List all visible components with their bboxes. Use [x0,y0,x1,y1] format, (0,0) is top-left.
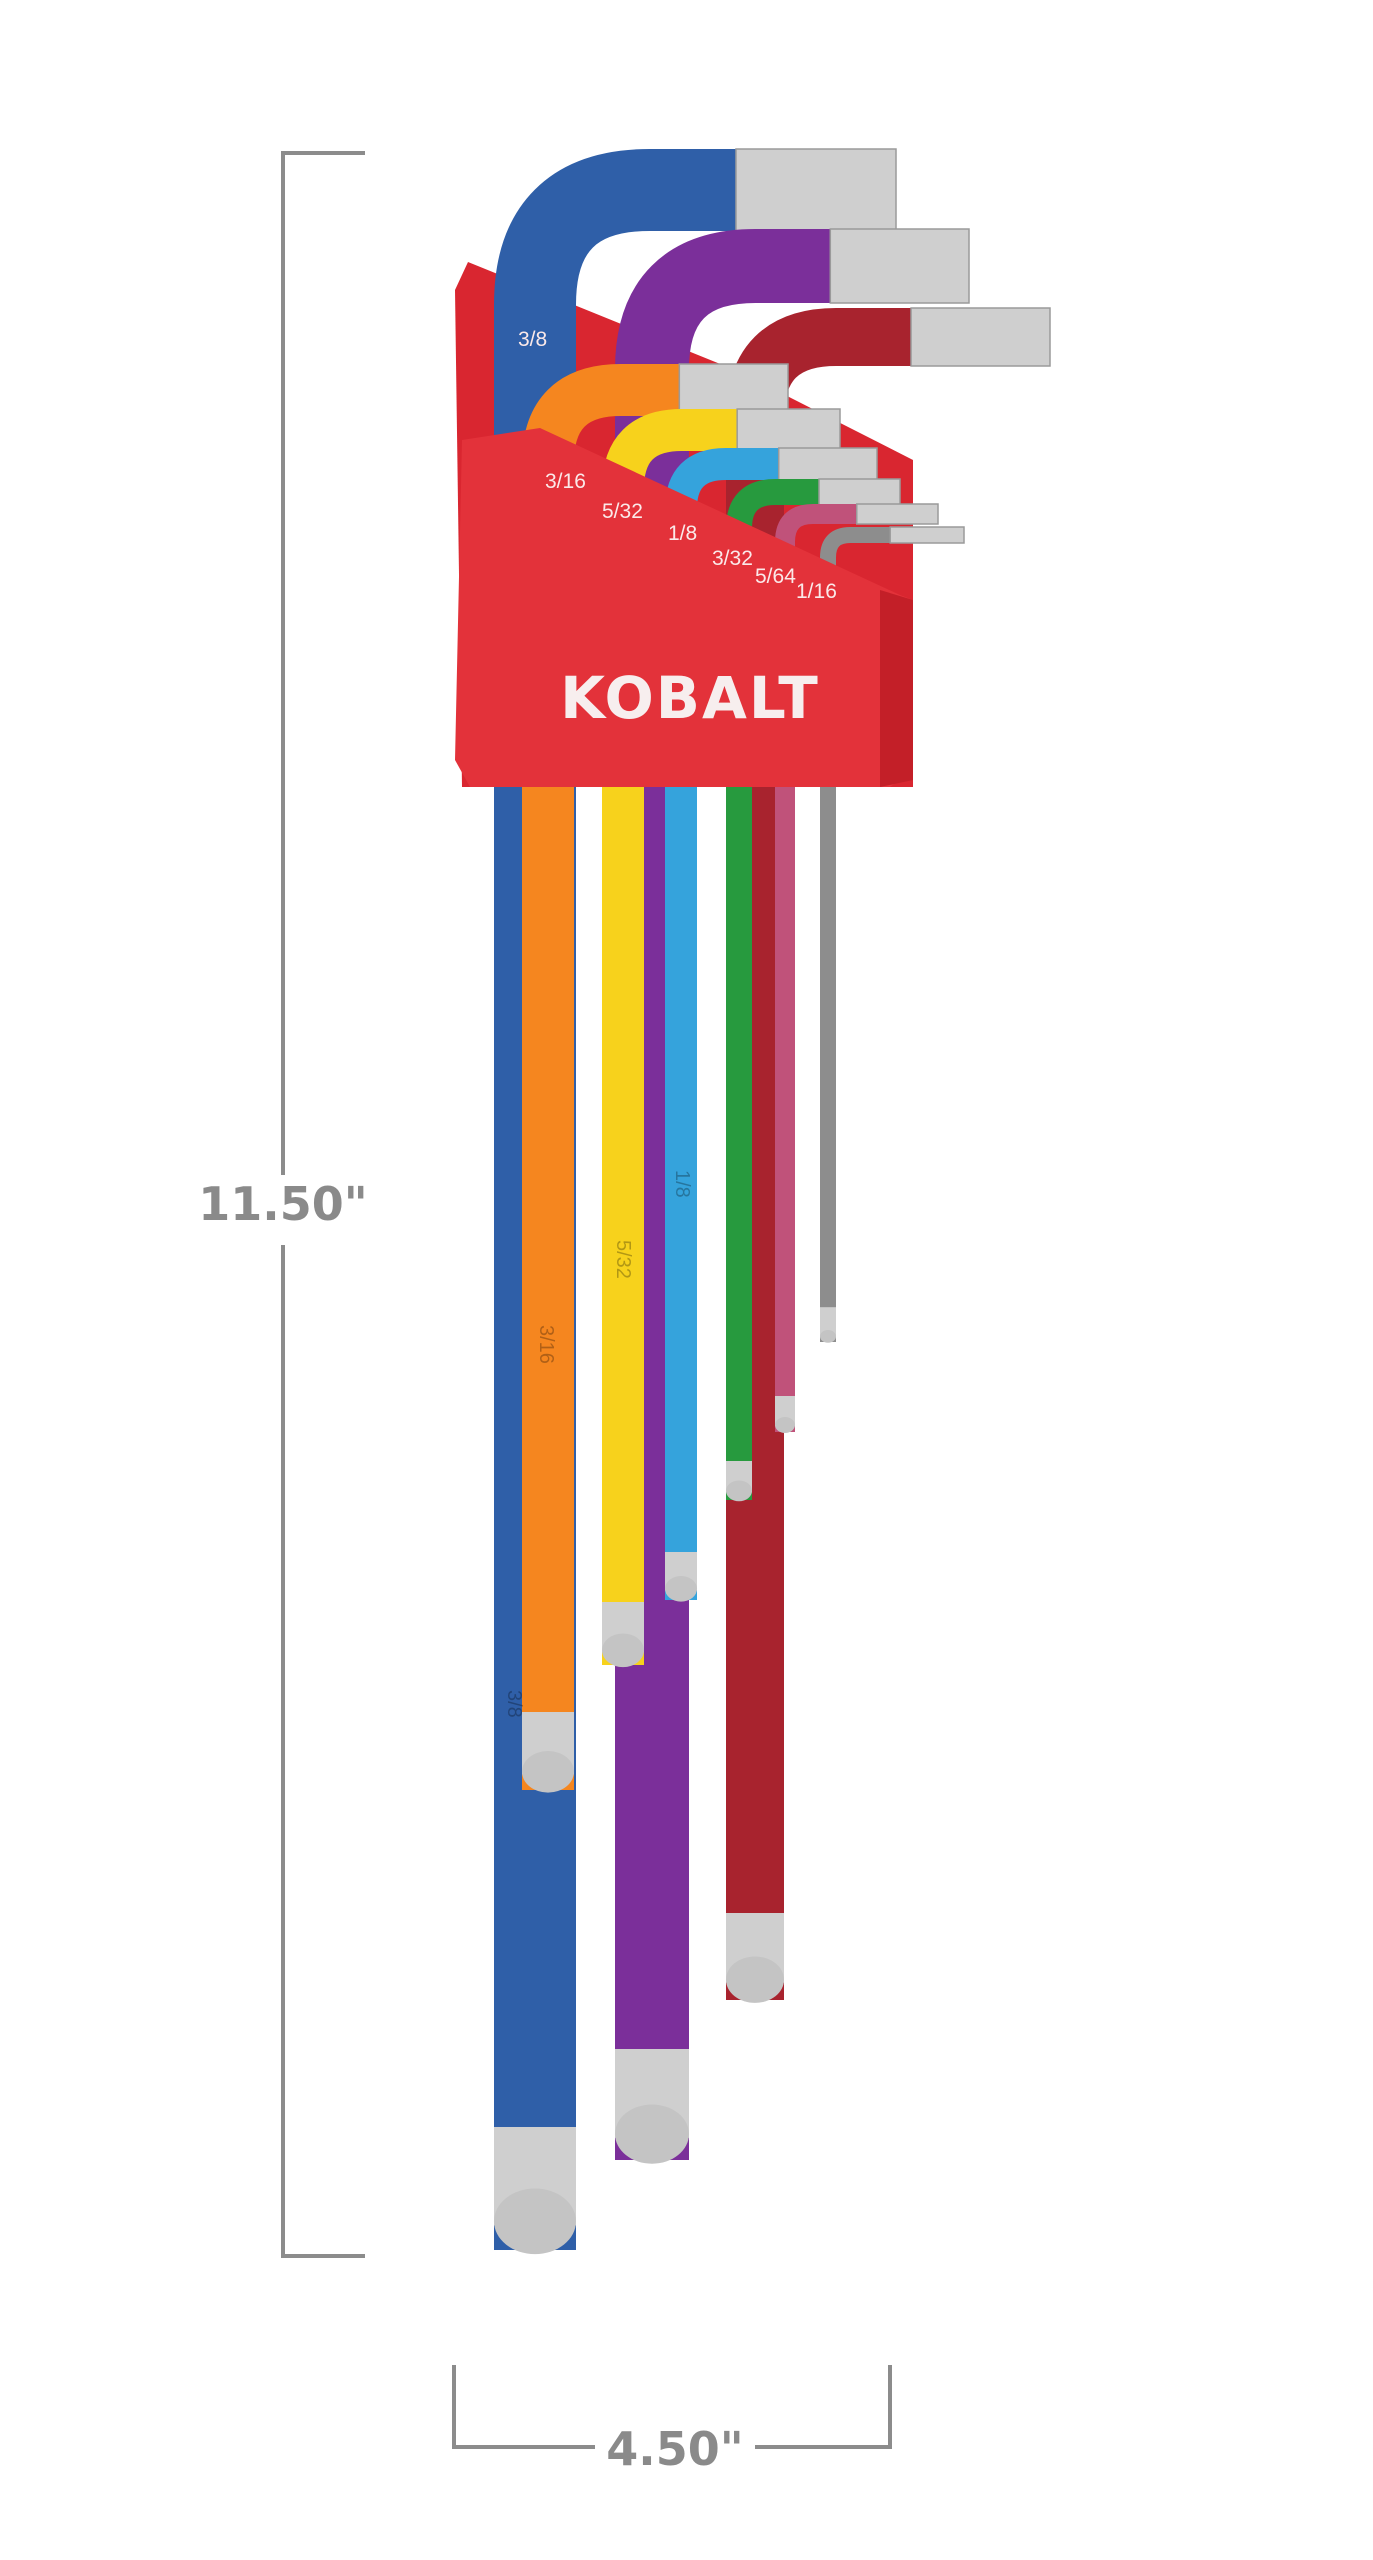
holder-label: 3/32 [712,547,753,570]
key-ball-end [726,1956,784,2003]
key-body [615,229,969,2160]
key-hex-tip [818,478,901,506]
hex-key-5-16 [615,228,970,2164]
key-body [494,149,896,2250]
height-label: 11.50" [198,1177,367,1231]
shaft-label: 5/32 [612,1240,634,1279]
width-dimension: 4.50" [452,2365,892,2476]
key-hex-tip [678,363,789,417]
shaft-label: 1/8 [671,1170,693,1198]
key-ball-end [615,2104,689,2164]
key-hex-tip [736,408,841,452]
width-label: 4.50" [606,2422,743,2476]
shaft-label: 3/8 [503,1690,525,1718]
key-hex-tip [856,503,939,525]
key-ball-end [522,1751,574,1793]
key-body [820,527,964,1342]
shaft-label: 3/16 [535,1325,557,1364]
brand-logo: KOBALT [560,664,820,732]
holder-label: 1/16 [796,580,837,603]
key-ball-end [665,1576,697,1602]
hex-keys [494,148,1051,2255]
holder-side-edge [880,590,913,787]
holder-label: 3/8 [518,328,547,351]
holder-label: 5/32 [602,500,643,523]
hex-key-3-8 [494,148,897,2255]
holder-label: 1/8 [668,522,697,545]
height-dimension-line-top [281,151,365,1175]
key-hex-tip [889,526,965,544]
key-ball-end [775,1417,795,1433]
key-hex-tip [777,447,878,481]
width-dimension-line-right [755,2365,892,2449]
holder-front-panel [455,428,913,787]
holder-label: 3/16 [545,470,586,493]
hex-key-1-16 [820,526,965,1343]
key-hex-tip [829,228,970,304]
shaft-labels: 3/8 3/16 5/32 1/8 [503,1170,693,1718]
key-ball-end-neck [820,1307,836,1338]
height-dimension: 11.50" [198,151,368,2258]
key-ball-end [820,1330,836,1343]
holder-size-labels: 3/8 3/16 5/32 1/8 3/32 5/64 1/16 [518,328,837,603]
key-ball-end [726,1480,752,1502]
key-ball-end [494,2188,576,2255]
holder-label: 5/64 [755,565,796,588]
key-hex-tip [735,148,897,232]
height-dimension-line-bottom [281,1245,365,2258]
width-dimension-line-left [452,2365,595,2449]
key-hex-tip [910,307,1051,367]
key-ball-end [602,1633,644,1668]
